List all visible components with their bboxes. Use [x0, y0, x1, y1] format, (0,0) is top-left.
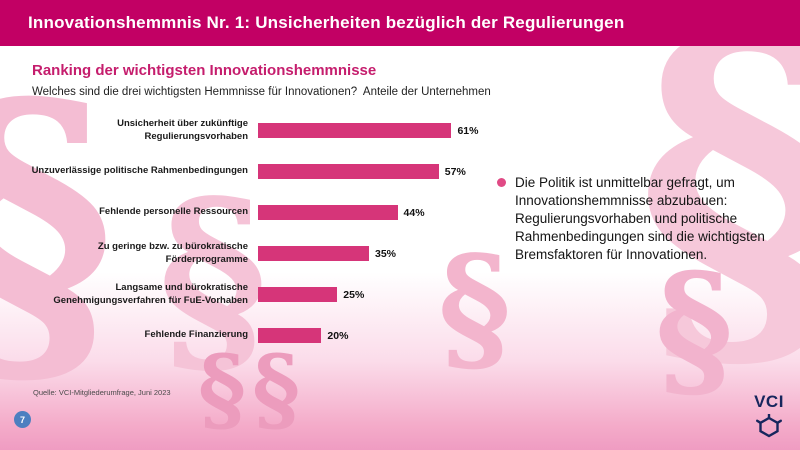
bar-value: 25%	[343, 288, 365, 301]
bar-row: Unzuverlässige politische Rahmenbedingun…	[30, 151, 480, 192]
bar-label: Fehlende Finanzierung	[144, 329, 248, 341]
bar	[258, 328, 322, 343]
bar	[258, 123, 452, 138]
bar-row: Unsicherheit über zukünftige Regulierung…	[30, 110, 480, 151]
section-sign-watermark: §	[438, 226, 512, 390]
section-sign-watermark: §§	[198, 335, 307, 443]
bar-row: Langsame und bürokratische Genehmigungsv…	[30, 274, 480, 315]
bar-label: Unsicherheit über zukünftige Regulierung…	[117, 118, 248, 142]
bar	[258, 164, 439, 179]
bar	[258, 205, 398, 220]
page-number: 7	[19, 414, 25, 425]
bar-label: Unzuverlässige politische Rahmenbedingun…	[31, 165, 248, 177]
section-sign-watermark: §	[655, 241, 734, 417]
bar-label: Fehlende personelle Ressourcen	[99, 206, 248, 218]
bar-value: 44%	[403, 206, 425, 219]
bar-value: 35%	[375, 247, 397, 260]
bar-value: 20%	[327, 329, 349, 342]
molecule-icon	[756, 414, 782, 438]
annotation-text: Die Politik ist unmittelbar gefragt, um …	[515, 175, 765, 262]
section-sign-watermark: §	[158, 154, 268, 401]
bar-row: Fehlende Finanzierung 20%	[30, 315, 480, 356]
chart-subtitle: Welches sind die drei wichtigsten Hemmni…	[32, 86, 491, 98]
bullet-icon	[497, 178, 506, 187]
bar	[258, 287, 338, 302]
bar-row: Zu geringe bzw. zu bürokratische Förderp…	[30, 233, 480, 274]
section-sign-watermark: §	[636, 0, 800, 386]
bar-track: 57%	[258, 151, 480, 192]
bar-track: 61%	[258, 110, 480, 151]
page-number-badge: 7	[14, 411, 31, 428]
bar-track: 25%	[258, 274, 480, 315]
section-sign-watermark: §	[0, 60, 116, 400]
source-note: Quelle: VCI-Mitgliederumfrage, Juni 2023	[33, 388, 171, 397]
bar-label: Zu geringe bzw. zu bürokratische Förderp…	[97, 241, 248, 265]
bar-label: Langsame und bürokratische Genehmigungsv…	[53, 282, 248, 306]
bar-row: Fehlende personelle Ressourcen 44%	[30, 192, 480, 233]
annotation-block: Die Politik ist unmittelbar gefragt, um …	[497, 174, 797, 264]
vci-logo-text: VCI	[754, 392, 784, 411]
bar	[258, 246, 369, 261]
bar-value: 57%	[444, 165, 466, 178]
header-title: Innovationshemmnis Nr. 1: Unsicherheiten…	[28, 13, 625, 32]
bar-track: 35%	[258, 233, 480, 274]
bar-track: 20%	[258, 315, 480, 356]
bar-value: 61%	[457, 124, 479, 137]
bar-track: 44%	[258, 192, 480, 233]
bar-chart: Unsicherheit über zukünftige Regulierung…	[30, 110, 480, 356]
header-bar: Innovationshemmnis Nr. 1: Unsicherheiten…	[0, 0, 800, 46]
vci-logo: VCI	[754, 392, 784, 438]
chart-title: Ranking der wichtigsten Innovationshemmn…	[32, 62, 377, 79]
